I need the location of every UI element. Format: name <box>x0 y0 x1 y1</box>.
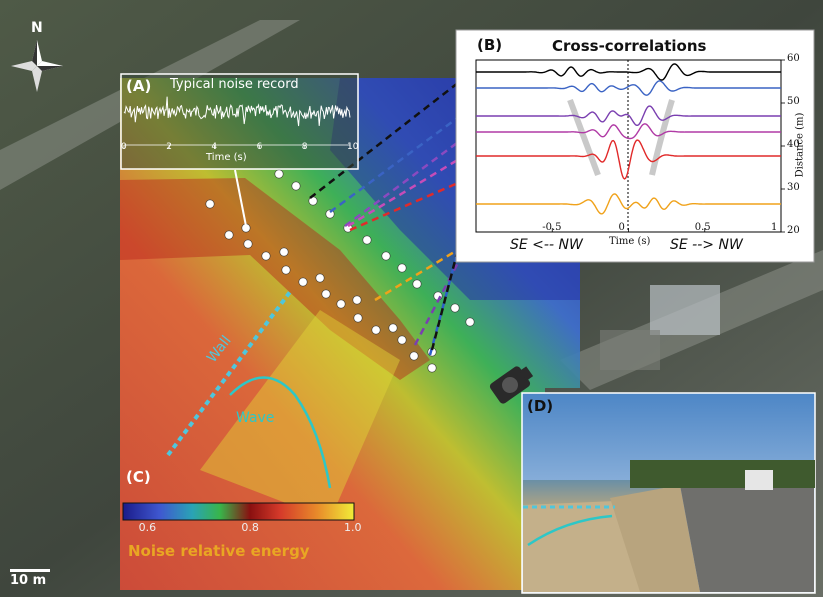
panel-b-y-tick-label: 30 <box>787 182 800 193</box>
panel-b-x-tick-label: 1 <box>771 222 778 233</box>
photo-seawall <box>610 485 700 592</box>
panel-a-title: Typical noise record <box>170 77 299 92</box>
colorbar-title: Noise relative energy <box>128 542 310 560</box>
panel-d-tag: (D) <box>527 397 554 415</box>
station-marker <box>274 169 284 179</box>
connector-black <box>309 71 473 199</box>
station-marker <box>298 277 308 287</box>
panel-a-xlabel: Time (s) <box>206 152 247 163</box>
station-marker <box>371 325 381 335</box>
compass-rose <box>11 40 63 92</box>
panel-a-tick-label: 8 <box>301 142 308 152</box>
scale-bar-label: 10 m <box>10 573 47 588</box>
panel-b-frame <box>455 29 815 263</box>
connector-orange <box>374 204 531 302</box>
station-marker <box>409 351 419 361</box>
station-marker <box>224 230 234 240</box>
connector-red <box>349 154 521 232</box>
noise-record-trace <box>123 96 351 127</box>
station-marker <box>388 323 398 333</box>
building-east <box>650 285 720 335</box>
station-marker <box>243 239 253 249</box>
station-marker <box>291 181 301 191</box>
photo-road <box>680 480 814 592</box>
panel-b-y-tick-label: 50 <box>787 96 800 107</box>
station-marker <box>397 335 407 345</box>
panel-b-left-direction: SE <-- NW <box>510 237 583 253</box>
panel-a-tick-label: 4 <box>211 142 218 152</box>
panel-b-y-tick-label: 60 <box>787 53 800 64</box>
panel-b-x-tick-label: -0.5 <box>542 222 562 233</box>
photo-beach <box>523 500 640 592</box>
panel-b-right-direction: SE --> NW <box>670 237 743 253</box>
panel-a-tick-label: 0 <box>121 142 127 152</box>
cross-correlation-traces <box>476 63 781 215</box>
moveout-left-shade <box>567 98 601 177</box>
panel-b-tick-marks <box>475 59 785 233</box>
wave-label: Wave <box>236 410 275 426</box>
inset-a-leader <box>234 169 247 227</box>
energy-band-dark-red <box>120 178 430 380</box>
energy-high-zone <box>200 310 400 520</box>
seismic-stations <box>205 169 475 373</box>
station-marker <box>315 273 325 283</box>
building-east-2 <box>600 330 660 370</box>
station-marker <box>381 251 391 261</box>
panel-b-x-tick-label: 0.5 <box>694 222 711 233</box>
photo-sign <box>745 470 773 490</box>
panel-a-tick-label: 10 <box>347 142 359 152</box>
station-marker <box>336 299 346 309</box>
station-marker <box>412 279 422 289</box>
scale-bar-line <box>10 569 50 572</box>
moveout-right-shade <box>649 99 675 176</box>
station-marker <box>450 303 460 313</box>
panel-a-tag: (A) <box>126 77 152 95</box>
cc-trace <box>476 139 781 180</box>
colorbar-tick-label: 1.0 <box>344 521 362 534</box>
panel-b-title: Cross-correlations <box>552 37 707 55</box>
panel-c-tag: (C) <box>126 468 151 486</box>
photo-wave-curve <box>527 514 613 547</box>
station-marker <box>427 363 437 373</box>
panel-a-tick-marks <box>123 145 351 149</box>
panel-a-tick-label: 2 <box>166 142 172 152</box>
panel-b-y-tick-label: 20 <box>787 225 800 236</box>
camera-icon <box>489 366 534 404</box>
wave-curve <box>229 376 332 489</box>
panel-b-y-tick-label: 40 <box>787 139 800 150</box>
panel-a-tick-label: 6 <box>256 142 263 152</box>
station-marker <box>205 199 215 209</box>
compass-north-label: N <box>31 20 43 36</box>
photo-trees <box>630 460 815 488</box>
cc-trace <box>476 123 781 140</box>
cc-trace <box>476 193 781 215</box>
panel-b-x-tick-label: 0 <box>618 222 625 233</box>
colorbar-tick-label: 0.8 <box>241 521 259 534</box>
station-marker <box>261 251 271 261</box>
station-marker <box>352 295 362 305</box>
cc-trace <box>476 105 781 126</box>
station-marker <box>362 235 372 245</box>
connector-magenta <box>347 130 505 228</box>
station-marker <box>353 313 363 323</box>
station-marker <box>281 265 291 275</box>
colorbar <box>122 502 355 521</box>
cc-trace <box>476 80 781 96</box>
wall-dashed-line <box>166 290 292 457</box>
station-marker <box>321 289 331 299</box>
panel-b-xlabel: Time (s) <box>609 236 651 247</box>
station-marker <box>397 263 407 273</box>
cc-trace <box>476 63 781 81</box>
station-marker <box>465 317 475 327</box>
colorbar-tick-label: 0.6 <box>138 521 157 534</box>
panel-b-tag: (B) <box>477 36 503 54</box>
station-marker <box>279 247 289 257</box>
